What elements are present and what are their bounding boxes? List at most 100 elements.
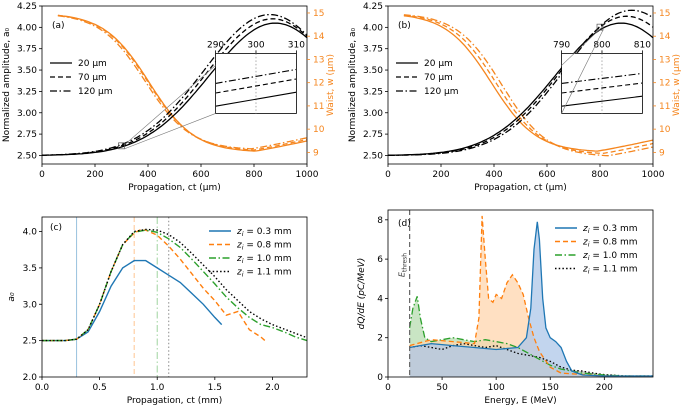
- x-tick-label: 800: [591, 170, 608, 180]
- x-tick-label: 1.0: [150, 383, 165, 393]
- y2-tick-label: 14: [313, 32, 325, 42]
- panel-d: Ethresh 0 50 100 150 200 Energy, E (MeV) 0 2 4 6 8 d…: [357, 209, 654, 406]
- x-tick-label: 150: [542, 383, 559, 393]
- axes-frame: [387, 5, 654, 165]
- y2-tick-label: 15: [313, 9, 324, 19]
- y-tick-label: 2.5: [23, 337, 37, 347]
- x-tick-label: 400: [139, 170, 156, 180]
- y-axis-label: a₀: [7, 292, 17, 302]
- series-line-3: [409, 342, 653, 377]
- y-tick-label: 2.75: [363, 130, 383, 140]
- series-line-3: [42, 228, 308, 342]
- y2-tick-label: 11: [313, 102, 324, 112]
- y-tick-label: 4: [377, 294, 383, 304]
- y2-tick-label: 9: [313, 148, 319, 158]
- y2-tick-label: 9: [659, 148, 665, 158]
- series-line-2: [42, 229, 308, 342]
- legend-label: zi = 1.0 mm: [236, 254, 292, 265]
- y2-tick-label: 15: [659, 9, 670, 19]
- inset-tick-label: 810: [634, 40, 651, 50]
- legend-label: zi = 1.0 mm: [582, 251, 638, 262]
- panel-label: (a): [52, 21, 65, 31]
- legend-label: 120 μm: [424, 87, 459, 97]
- legend-label: 120 μm: [78, 87, 113, 97]
- legend-label: zi = 0.8 mm: [582, 238, 638, 249]
- x-tick-label: 0.0: [35, 383, 50, 393]
- y-tick-label: 6: [377, 255, 383, 265]
- legend-label: 20 μm: [424, 59, 453, 69]
- x-tick-label: 0.5: [92, 383, 106, 393]
- y2-tick-label: 13: [313, 55, 324, 65]
- y-tick-label: 3.00: [363, 109, 383, 119]
- inset: 290 300 310: [118, 40, 305, 150]
- waist-line-0: [403, 15, 654, 152]
- x-tick-label: 1000: [296, 170, 319, 180]
- y-tick-label: 0: [377, 373, 383, 383]
- panel-label: (b): [398, 21, 411, 31]
- panel-b: 0 200 400 600 800 1000 Propagation, ct (μm) 2.5…: [348, 2, 682, 193]
- x-axis-label: Propagation, ct (mm): [127, 396, 223, 406]
- zoom-region-marker: [596, 23, 604, 31]
- inset-line-0: [215, 91, 297, 107]
- x-tick-label: 1.5: [208, 383, 222, 393]
- x-tick-label: 800: [245, 170, 262, 180]
- panel-a: 0 200 400 600 800 1000 Propagation, ct (μm) 2.5…: [2, 2, 336, 193]
- x-axis-label: Energy, E (MeV): [484, 396, 556, 406]
- x-tick-label: 0: [385, 383, 391, 393]
- legend-label: zi = 0.3 mm: [582, 224, 638, 235]
- y-axis-label: Normalized amplitude, a₀: [2, 28, 12, 143]
- panel-label: (d): [398, 219, 411, 229]
- amplitude-line-2: [42, 13, 308, 156]
- x-tick-label: 200: [432, 170, 449, 180]
- y-tick-label: 3.0: [23, 300, 38, 310]
- x-tick-label: 200: [596, 383, 613, 393]
- y2-tick-label: 14: [659, 32, 671, 42]
- y-tick-label: 3.75: [363, 45, 383, 55]
- x-tick-label: 200: [86, 170, 103, 180]
- threshold-label: Ethresh: [398, 253, 409, 277]
- y2-axis-label: Waist, w (μm): [326, 54, 336, 116]
- inset-line-2: [215, 68, 297, 84]
- x-tick-label: 400: [485, 170, 502, 180]
- y2-axis-label: Waist, w (μm): [672, 54, 682, 116]
- series-line-0: [42, 259, 223, 342]
- inset-tick-label: 800: [593, 40, 610, 50]
- axes-frame: [41, 5, 308, 165]
- x-axis-label: Propagation, ct (μm): [474, 183, 567, 193]
- y-axis-label: Normalized amplitude, a₀: [348, 28, 358, 143]
- legend-label: 70 μm: [78, 73, 107, 83]
- inset-connector: [561, 30, 604, 114]
- waist-line-2: [57, 15, 308, 150]
- panel-label: (c): [50, 223, 62, 233]
- inset-line-2: [561, 72, 643, 84]
- y-tick-label: 3.5: [23, 264, 37, 274]
- y-tick-label: 3.25: [17, 87, 37, 97]
- axes-frame: [387, 209, 654, 378]
- inset-connector: [561, 25, 604, 66]
- x-axis-label: Propagation, ct (μm): [128, 183, 221, 193]
- y-tick-label: 2.75: [17, 130, 37, 140]
- y-tick-label: 2.0: [23, 373, 38, 383]
- inset-connector: [124, 113, 216, 150]
- inset-tick-label: 790: [553, 40, 570, 50]
- y2-tick-label: 12: [659, 79, 670, 89]
- y-tick-label: 3.25: [363, 87, 383, 97]
- y-tick-label: 2.50: [363, 151, 383, 161]
- y2-tick-label: 10: [659, 125, 671, 135]
- y2-tick-label: 10: [313, 125, 325, 135]
- legend-label: zi = 0.8 mm: [236, 241, 292, 252]
- waist-line-1: [57, 14, 308, 151]
- x-tick-label: 600: [192, 170, 209, 180]
- legend-label: 20 μm: [78, 59, 107, 69]
- y-tick-label: 4.00: [17, 23, 37, 33]
- y-tick-label: 3.75: [17, 45, 37, 55]
- y-tick-label: 4.25: [363, 2, 383, 12]
- x-tick-label: 100: [488, 383, 505, 393]
- x-tick-label: 0: [39, 170, 45, 180]
- legend-label: zi = 1.1 mm: [582, 265, 638, 276]
- y2-tick-label: 12: [313, 79, 324, 89]
- panel-c: 0.0 0.5 1.0 1.5 2.0 Propagation, ct (mm) 2.0 2.…: [7, 216, 308, 406]
- inset-line-1: [215, 78, 297, 94]
- legend-label: zi = 0.3 mm: [236, 227, 292, 238]
